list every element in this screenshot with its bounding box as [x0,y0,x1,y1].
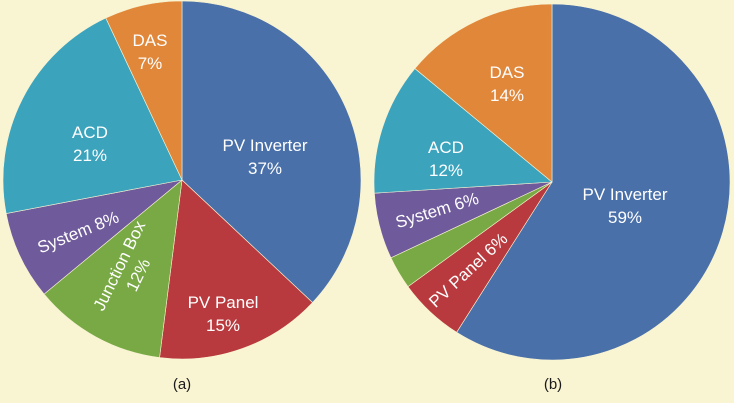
pie-chart-b: PV Inverter 59%PV Panel 6%System 6%ACD 12%… [373,3,731,361]
slice-das-a [105,0,183,181]
slice-acd-a [2,17,183,214]
slice-das-b [414,3,553,183]
label-pv-panel-a: PV Panel 15% [188,293,259,335]
slice-pv-inverter-b [456,3,731,361]
slice-system-a [5,179,183,295]
slice-junction-box-a [43,179,183,358]
pie-chart-a: PV Inverter 37%PV Panel 15%Junction Box12%… [2,0,362,360]
label-pv-inverter-b: PV Inverter 59% [582,185,667,227]
slice-pv-inverter-a [181,0,362,303]
label-das-b: DAS 14% [490,63,525,105]
label-pv-inverter-a: PV Inverter 37% [222,136,307,178]
slice-pv-panel-a [159,179,313,360]
label-acd-b: ACD 12% [428,138,464,180]
caption-a: (a) [173,376,191,393]
slice-acd-b [373,68,553,194]
caption-b: (b) [544,376,562,393]
label-acd-a: ACD 21% [72,123,108,165]
label-das-a: DAS 7% [133,31,168,73]
